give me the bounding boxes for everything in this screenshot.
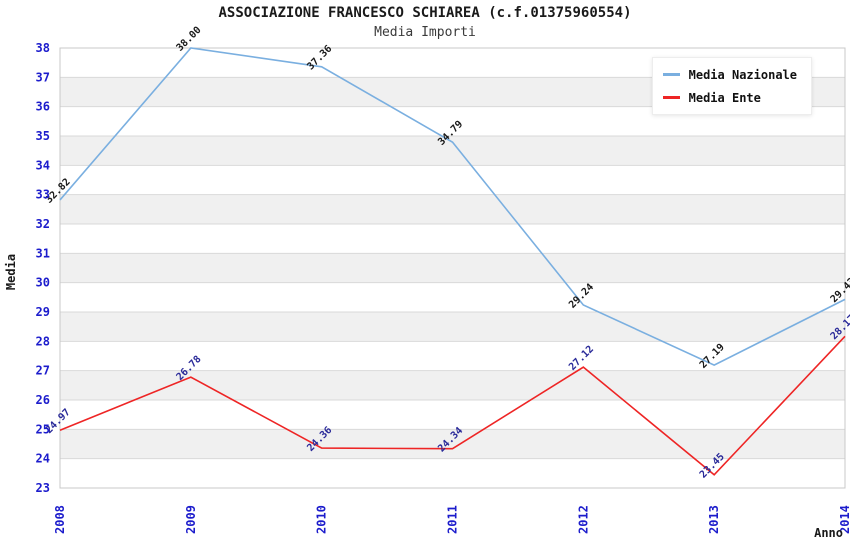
chart-title: ASSOCIAZIONE FRANCESCO SCHIAREA (c.f.013… <box>218 5 632 21</box>
x-tick-label: 2010 <box>315 505 329 534</box>
grid-band <box>60 253 845 283</box>
x-tick-label: 2014 <box>838 505 850 534</box>
y-tick-label: 28 <box>36 334 50 348</box>
plot-border <box>59 47 846 489</box>
legend-label: Media Nazionale <box>688 67 797 82</box>
x-tick-label: 2008 <box>53 505 67 534</box>
x-tick-label: 2011 <box>446 505 460 534</box>
y-tick-label: 35 <box>36 129 50 143</box>
point-label: 29.24 <box>567 282 596 311</box>
y-tick-label: 31 <box>36 246 50 260</box>
x-tick-label: 2012 <box>576 505 590 534</box>
y-tick-label: 24 <box>36 452 50 466</box>
y-tick-label: 37 <box>36 70 50 84</box>
legend: Media Nazionale Media Ente <box>651 57 812 115</box>
y-tick-label: 33 <box>36 188 50 202</box>
grid-band <box>60 312 845 342</box>
legend-item-media-ente: Media Ente <box>662 86 797 109</box>
grid-band <box>60 194 845 224</box>
point-label: 27.19 <box>698 342 727 371</box>
y-tick-label: 30 <box>36 276 50 290</box>
series-color-swatch <box>662 96 680 99</box>
series-line-media-nazionale <box>59 47 846 366</box>
y-tick-label: 34 <box>36 158 50 172</box>
chart-subtitle: Media Importi <box>374 25 476 40</box>
y-tick-label: 27 <box>36 364 50 378</box>
grid-band <box>60 370 845 400</box>
grid-band <box>60 136 845 166</box>
x-axis-title: Anno <box>814 526 843 540</box>
grid-band <box>60 429 845 459</box>
y-tick-label: 36 <box>36 100 50 114</box>
y-tick-label: 32 <box>36 217 50 231</box>
y-axis-title: Media <box>4 253 18 291</box>
y-tick-label: 29 <box>36 305 50 319</box>
legend-item-media-nazionale: Media Nazionale <box>662 63 797 86</box>
series-color-swatch <box>662 73 680 76</box>
y-tick-label: 38 <box>36 41 50 55</box>
y-tick-label: 25 <box>36 422 50 436</box>
series-line-media-ente <box>59 335 846 476</box>
y-tick-label: 23 <box>36 481 50 495</box>
legend-label: Media Ente <box>688 90 761 105</box>
y-tick-label: 26 <box>36 393 50 407</box>
x-tick-label: 2013 <box>707 505 721 534</box>
x-tick-label: 2009 <box>184 505 198 534</box>
